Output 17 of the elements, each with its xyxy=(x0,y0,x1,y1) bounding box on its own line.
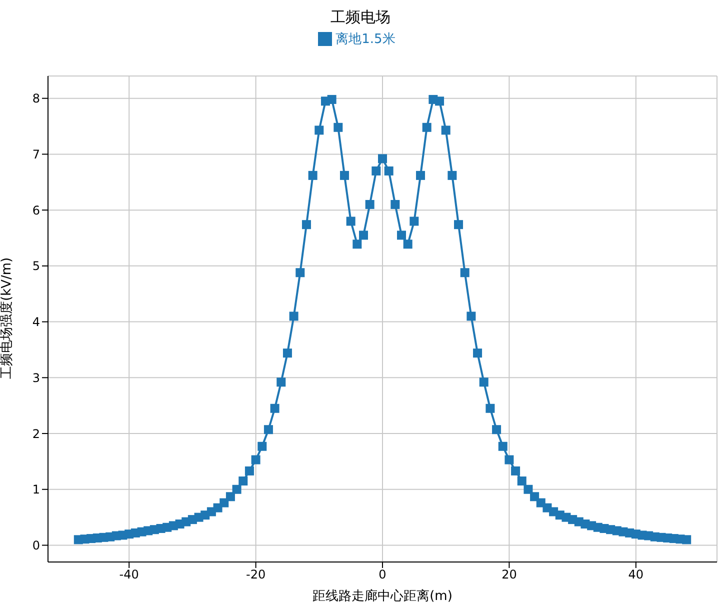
y-tick-label: 1 xyxy=(32,482,40,497)
y-tick-label: 4 xyxy=(32,315,40,330)
x-tick-label: -20 xyxy=(246,568,266,582)
y-tick-label: 3 xyxy=(32,370,40,385)
x-axis-title: 距线路走廊中心距离(m) xyxy=(312,588,452,604)
x-tick-label: 40 xyxy=(628,568,644,582)
y-tick-label: 8 xyxy=(32,92,40,106)
x-tick-label: -40 xyxy=(119,568,139,582)
y-tick-label: 5 xyxy=(32,259,40,274)
chart-title: 工频电场 xyxy=(330,7,392,28)
legend-label: 离地1.5米 xyxy=(336,32,396,47)
y-tick-label: 7 xyxy=(32,147,40,162)
y-tick-label: 6 xyxy=(32,203,40,218)
x-tick-label: 0 xyxy=(378,568,386,582)
x-tick-label: 20 xyxy=(502,568,517,582)
y-tick-label: 2 xyxy=(32,426,40,441)
y-tick-label: 0 xyxy=(32,538,40,552)
